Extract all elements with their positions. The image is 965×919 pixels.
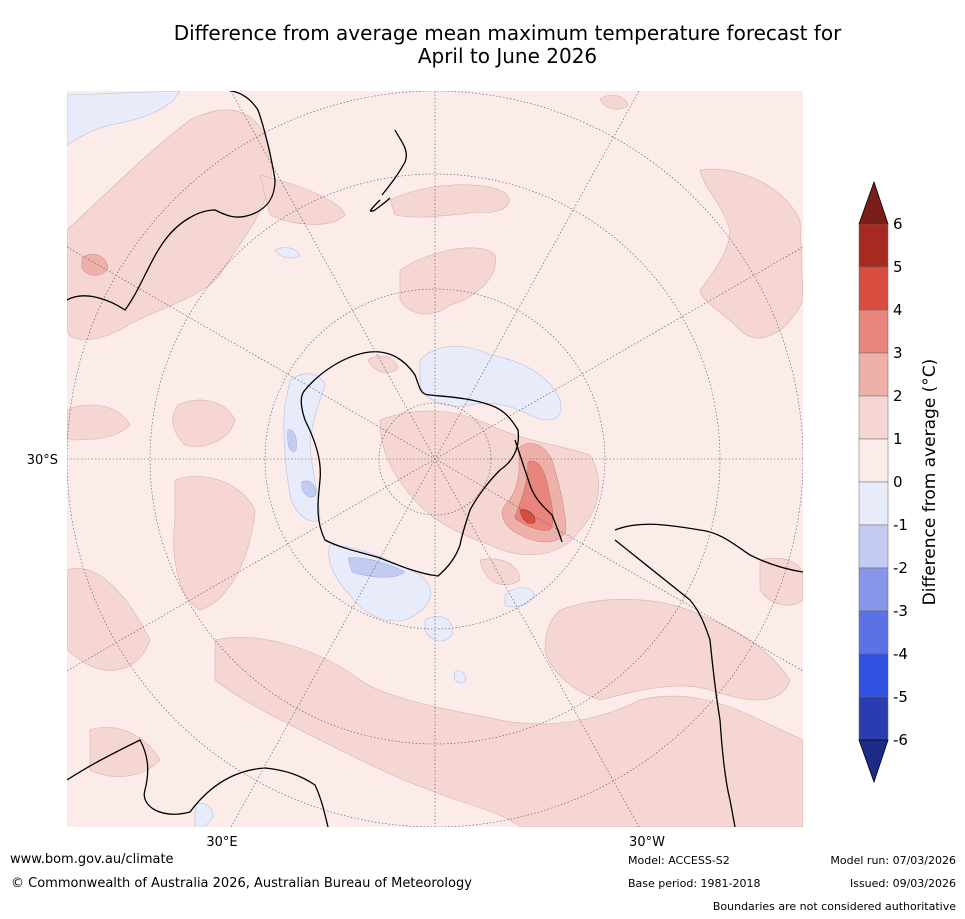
lon-label-30e: 30°E [206,835,237,850]
colorbar-segment [858,309,889,354]
antarctica-coast [300,351,520,577]
colorbar-tick-label: 1 [893,430,903,448]
colorbar-segment [858,481,889,526]
new-zealand-north [381,129,407,196]
footer-model: Model: ACCESS-S2 [628,854,730,867]
coastlines [67,91,803,827]
colorbar-tick-label: -6 [893,731,908,749]
colorbar-tick-label: 3 [893,344,903,362]
colorbar-segments [858,223,889,741]
graticule [67,91,803,827]
footer-model-run: Model run: 07/03/2026 [830,854,956,867]
lat-label-30s: 30°S [27,453,58,468]
anomaly-peninsula-hotspot [81,253,567,543]
colorbar-segment [858,352,889,397]
colorbar-tick-label: -3 [893,602,908,620]
colorbar-tick-label: -4 [893,645,908,663]
colorbar-segment [858,567,889,612]
colorbar-tick-label: -1 [893,516,908,534]
africa-coast [67,739,329,827]
colorbar-over-triangle [858,180,889,225]
colorbar-tick-label: 0 [893,473,903,491]
colorbar-tick-label: 2 [893,387,903,405]
anomaly-band-minus2-to-minus1 [287,429,406,578]
colorbar-segment [858,610,889,655]
anomaly-band-1-to-2 [67,94,803,827]
colorbar-segment [858,696,889,741]
colorbar-segment [858,438,889,483]
colorbar-label: Difference from average (°C) [920,359,940,606]
lon-label-30w: 30°W [629,835,665,850]
colorbar-tick-label: -2 [893,559,908,577]
colorbar-tick-label: 5 [893,258,903,276]
map-area [67,91,803,827]
south-america-coast-2 [614,539,736,827]
colorbar: 6 5 4 3 2 1 0 -1 -2 -3 -4 -5 -6 Difference from aver… [858,180,940,784]
footer-boundaries-note: Boundaries are not considered authoritat… [712,900,956,913]
south-america-coast [614,523,803,573]
colorbar-segment [858,653,889,698]
footer-issued: Issued: 09/03/2026 [849,877,956,890]
colorbar-tick-label: 6 [893,215,903,233]
footer-copyright: © Commonwealth of Australia 2026, Austra… [11,876,472,891]
title-line-1: Difference from average mean maximum tem… [173,21,842,45]
footer-base-period: Base period: 1981-2018 [628,877,761,890]
colorbar-segment [858,395,889,440]
title-line-2: April to June 2026 [417,44,598,68]
colorbar-segment [858,266,889,311]
colorbar-ticks: 6 5 4 3 2 1 0 -1 -2 -3 -4 -5 -6 [893,215,908,749]
footer-url: www.bom.gov.au/climate [10,852,174,867]
colorbar-tick-label: 4 [893,301,903,319]
chart-title: Difference from average mean maximum tem… [60,22,955,68]
colorbar-segment [858,524,889,569]
antarctic-peninsula [514,439,563,543]
australia-coast [67,91,276,311]
colorbar-tick-label: -5 [893,688,908,706]
new-zealand-south [369,197,391,212]
colorbar-segment [858,223,889,268]
colorbar-under-triangle [858,739,889,784]
